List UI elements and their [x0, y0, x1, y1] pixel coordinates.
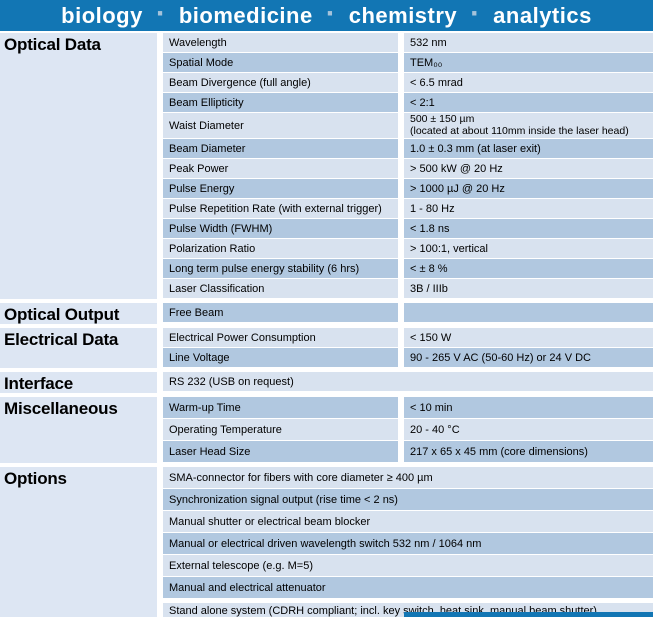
spec-row: Long term pulse energy stability (6 hrs)…	[163, 259, 653, 278]
value-cell: > 1000 µJ @ 20 Hz	[404, 179, 653, 198]
value-cell: > 500 kW @ 20 Hz	[404, 159, 653, 178]
param-cell: Spatial Mode	[163, 53, 398, 72]
section-label: Electrical Data	[0, 328, 157, 368]
param-cell: Peak Power	[163, 159, 398, 178]
param-cell: Warm-up Time	[163, 397, 398, 418]
section-electrical-data: Electrical Data Electrical Power Consumpt…	[0, 328, 653, 368]
value-cell: 3B / IIIb	[404, 279, 653, 298]
param-cell: Manual or electrical driven wavelength s…	[163, 533, 653, 554]
spec-row: Beam Divergence (full angle) < 6.5 mrad	[163, 73, 653, 92]
spec-row: Polarization Ratio > 100:1, vertical	[163, 239, 653, 258]
separator-dot: ·	[155, 0, 166, 30]
section-label: Options	[0, 467, 157, 617]
param-cell: Laser Head Size	[163, 441, 398, 462]
section-interface: Interface RS 232 (USB on request)	[0, 372, 653, 393]
section-label: Optical Data	[0, 33, 157, 299]
value-cell: 90 - 265 V AC (50-60 Hz) or 24 V DC	[404, 348, 653, 367]
param-cell: Laser Classification	[163, 279, 398, 298]
param-cell: Polarization Ratio	[163, 239, 398, 258]
param-cell: Wavelength	[163, 33, 398, 52]
param-cell: Beam Ellipticity	[163, 93, 398, 112]
param-cell: Line Voltage	[163, 348, 398, 367]
param-cell: External telescope (e.g. M=5)	[163, 555, 653, 576]
spec-row: Line Voltage 90 - 265 V AC (50-60 Hz) or …	[163, 348, 653, 367]
banner-word-biology: biology	[61, 2, 143, 28]
value-cell: > 100:1, vertical	[404, 239, 653, 258]
section-optical-output: Optical Output Free Beam	[0, 303, 653, 324]
spec-row: Manual shutter or electrical beam blocke…	[163, 511, 653, 532]
value-cell: 217 x 65 x 45 mm (core dimensions)	[404, 441, 653, 462]
value-cell	[404, 303, 653, 322]
header-banner: biology · biomedicine · chemistry · analytics	[0, 0, 653, 31]
section-optical-data: Optical Data Wavelength 532 nm Spatial Mode…	[0, 33, 653, 299]
value-cell: < 1.8 ns	[404, 219, 653, 238]
value-cell: < 10 min	[404, 397, 653, 418]
param-cell: Pulse Repetition Rate (with external tri…	[163, 199, 398, 218]
value-line-1: 500 ± 150 µm	[410, 113, 475, 125]
section-label: Interface	[0, 372, 157, 393]
spec-row: Laser Head Size 217 x 65 x 45 mm (core di…	[163, 441, 653, 462]
spec-row: Peak Power > 500 kW @ 20 Hz	[163, 159, 653, 178]
spec-table: Optical Data Wavelength 532 nm Spatial Mode…	[0, 33, 653, 617]
param-cell: Operating Temperature	[163, 419, 398, 440]
separator-dot: ·	[325, 0, 336, 30]
value-cell: 1.0 ± 0.3 mm (at laser exit)	[404, 139, 653, 158]
param-cell: Manual shutter or electrical beam blocke…	[163, 511, 653, 532]
param-cell: Synchronization signal output (rise time…	[163, 489, 653, 510]
value-cell: < 150 W	[404, 328, 653, 347]
spec-row: Laser Classification 3B / IIIb	[163, 279, 653, 298]
value-cell: < ± 8 %	[404, 259, 653, 278]
param-cell: Long term pulse energy stability (6 hrs)	[163, 259, 398, 278]
param-cell: RS 232 (USB on request)	[163, 372, 653, 391]
value-cell: 532 nm	[404, 33, 653, 52]
param-cell: Pulse Width (FWHM)	[163, 219, 398, 238]
param-cell: Pulse Energy	[163, 179, 398, 198]
spec-row: External telescope (e.g. M=5)	[163, 555, 653, 576]
param-cell: Beam Diameter	[163, 139, 398, 158]
spec-row: Manual or electrical driven wavelength s…	[163, 533, 653, 554]
spec-row: Spatial Mode TEM₀₀	[163, 53, 653, 72]
spec-row: Pulse Width (FWHM) < 1.8 ns	[163, 219, 653, 238]
param-cell: SMA-connector for fibers with core diame…	[163, 467, 653, 488]
param-cell: Free Beam	[163, 303, 398, 322]
spec-row: Beam Ellipticity < 2:1	[163, 93, 653, 112]
spec-row: Pulse Energy > 1000 µJ @ 20 Hz	[163, 179, 653, 198]
spec-row: Operating Temperature 20 - 40 °C	[163, 419, 653, 440]
spec-row: Wavelength 532 nm	[163, 33, 653, 52]
value-cell: < 6.5 mrad	[404, 73, 653, 92]
banner-word-biomedicine: biomedicine	[178, 2, 313, 28]
param-cell: Beam Divergence (full angle)	[163, 73, 398, 92]
spec-row: SMA-connector for fibers with core diame…	[163, 467, 653, 488]
spec-row: Beam Diameter 1.0 ± 0.3 mm (at laser exit…	[163, 139, 653, 158]
value-line-2: (located at about 110mm inside the laser…	[410, 124, 629, 137]
section-label: Miscellaneous	[0, 397, 157, 463]
param-cell: Electrical Power Consumption	[163, 328, 398, 347]
separator-dot: ·	[470, 0, 481, 30]
value-cell: TEM₀₀	[404, 53, 653, 72]
param-cell: Waist Diameter	[163, 113, 398, 138]
banner-word-chemistry: chemistry	[348, 2, 458, 28]
bottom-accent-bar	[404, 612, 653, 617]
param-cell: Manual and electrical attenuator	[163, 577, 653, 598]
spec-row: Synchronization signal output (rise time…	[163, 489, 653, 510]
value-cell: 500 ± 150 µm (located at about 110mm insi…	[404, 113, 653, 138]
section-options: Options SMA-connector for fibers with cor…	[0, 467, 653, 617]
spec-row: Pulse Repetition Rate (with external tri…	[163, 199, 653, 218]
section-label: Optical Output	[0, 303, 157, 324]
spec-row: Electrical Power Consumption < 150 W	[163, 328, 653, 347]
spec-row: Warm-up Time < 10 min	[163, 397, 653, 418]
value-cell: 1 - 80 Hz	[404, 199, 653, 218]
banner-word-analytics: analytics	[493, 2, 592, 28]
value-cell: 20 - 40 °C	[404, 419, 653, 440]
spec-row: Free Beam	[163, 303, 653, 322]
value-cell: < 2:1	[404, 93, 653, 112]
section-miscellaneous: Miscellaneous Warm-up Time < 10 min Operati…	[0, 397, 653, 463]
spec-row: Manual and electrical attenuator	[163, 577, 653, 598]
spec-row: Waist Diameter 500 ± 150 µm (located at ab…	[163, 113, 653, 138]
spec-row: RS 232 (USB on request)	[163, 372, 653, 391]
